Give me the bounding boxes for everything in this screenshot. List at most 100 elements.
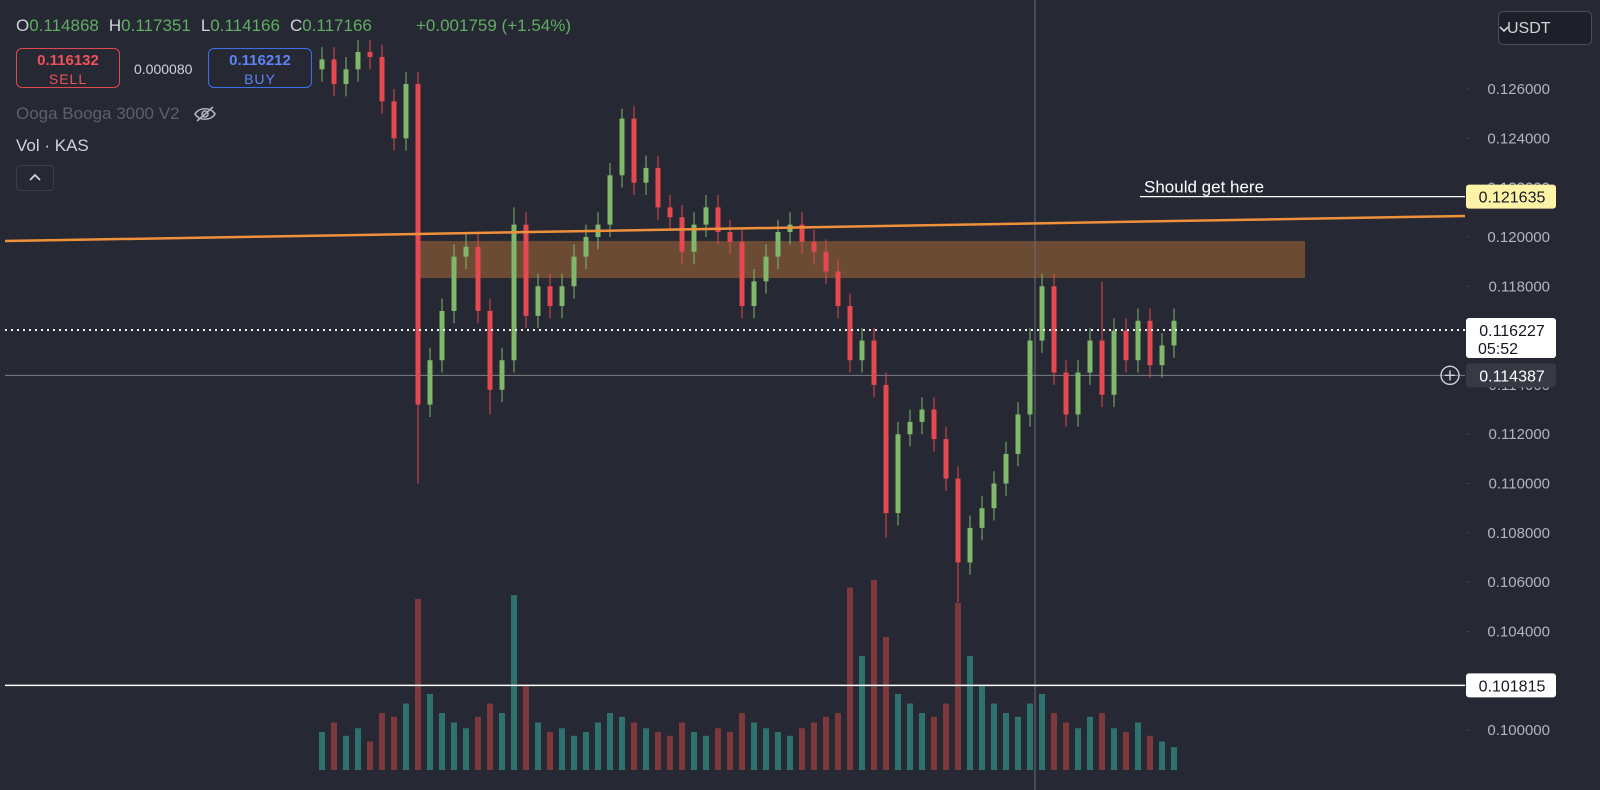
volume-bar <box>391 716 397 770</box>
buy-price: 0.116212 <box>229 52 291 69</box>
candle-body <box>1123 330 1129 361</box>
candle-body <box>799 224 805 242</box>
candle-body <box>475 246 481 311</box>
last-price-label-countdown: 05:52 <box>1478 341 1518 358</box>
target-label-box <box>1466 184 1556 209</box>
candle-body <box>739 241 745 306</box>
candle-body <box>535 286 541 316</box>
volume-bar <box>547 732 553 770</box>
volume-bar <box>679 722 685 770</box>
candle-body <box>607 175 613 225</box>
volume-bar <box>667 735 673 770</box>
candle-body <box>319 59 325 70</box>
volume-bar <box>535 722 541 770</box>
currency-select[interactable]: USDT <box>1498 11 1592 45</box>
candle-body <box>643 167 649 183</box>
sell-button[interactable]: 0.116132 SELL <box>16 48 120 88</box>
y-tick-label: 0.100000 <box>1487 722 1550 739</box>
volume-bar <box>727 732 733 770</box>
buy-button[interactable]: 0.116212 BUY <box>208 48 312 88</box>
candle-body <box>391 101 397 139</box>
candle-body <box>763 256 769 282</box>
candle-body <box>1015 414 1021 454</box>
y-tick-label: 0.108000 <box>1487 525 1550 542</box>
candle-body <box>331 59 337 85</box>
last-price-label-text: 0.116227 <box>1479 323 1545 340</box>
y-tick-label: 0.110000 <box>1489 476 1550 493</box>
volume-bar <box>787 735 793 770</box>
sell-label: SELL <box>48 71 88 87</box>
volume-bar <box>859 656 865 770</box>
volume-bar <box>1051 713 1057 770</box>
volume-bar <box>979 684 985 770</box>
candle-body <box>463 246 469 257</box>
candle-body <box>1039 286 1045 341</box>
volume-bar <box>1015 716 1021 770</box>
volume-bar <box>451 722 457 770</box>
volume-bar <box>559 728 565 770</box>
volume-label: Vol · KAS <box>16 136 89 155</box>
volume-bar <box>607 713 613 770</box>
volume-bar <box>643 728 649 770</box>
add-icon-plus <box>1445 370 1455 381</box>
volume-bar <box>1123 732 1129 770</box>
volume-bar <box>427 694 433 770</box>
volume-bar <box>487 703 493 770</box>
candle-body <box>1171 320 1177 346</box>
volume-bar <box>319 732 325 770</box>
candle-body <box>1159 345 1165 366</box>
candle-body <box>571 256 577 287</box>
volume-bar <box>883 637 889 770</box>
candle-body <box>715 207 721 233</box>
candle-body <box>667 207 673 218</box>
crosshair-label-text: 0.114387 <box>1479 368 1545 385</box>
chevron-up <box>29 173 41 181</box>
candle-body <box>859 340 865 361</box>
ohlc-legend: O 0.114868 H 0.117351 L 0.114166 C 0.117166 <box>16 16 382 36</box>
volume-bar <box>619 716 625 770</box>
candle-body <box>775 232 781 257</box>
zone <box>420 241 1305 279</box>
candle-body <box>943 439 949 479</box>
volume-bar <box>1099 713 1105 770</box>
volume-bar <box>475 716 481 770</box>
candle-body <box>955 478 961 563</box>
volume-bar <box>943 703 949 770</box>
volume-bar <box>523 684 529 770</box>
candle-body <box>919 409 925 422</box>
volume-bar <box>331 722 337 770</box>
volume-bar <box>595 722 601 770</box>
volume-bar <box>463 728 469 770</box>
y-tick-label: 0.118000 <box>1489 278 1550 295</box>
volume-bar <box>511 595 517 770</box>
candle-body <box>991 483 997 509</box>
dropdown-arrow <box>1499 26 1509 33</box>
candle-body <box>1063 372 1069 415</box>
volume-bar <box>355 728 361 770</box>
buy-label: BUY <box>244 71 276 87</box>
add-icon <box>1440 365 1460 386</box>
candle-body <box>1075 372 1081 415</box>
volume-bar <box>655 732 661 770</box>
candle-body <box>415 84 421 405</box>
y-tick-label: 0.104000 <box>1487 623 1550 640</box>
collapse-button[interactable] <box>16 165 54 191</box>
candle-body <box>1111 330 1117 395</box>
candle-body <box>439 310 445 361</box>
volume-bar <box>1027 703 1033 770</box>
volume-bar <box>895 694 901 770</box>
add-button[interactable] <box>1440 365 1460 386</box>
candle-body <box>523 224 529 316</box>
hide-icon[interactable] <box>193 105 216 123</box>
indicator-row: Ooga Booga 3000 V2 <box>16 104 216 124</box>
candle-body <box>559 286 565 306</box>
candle-body <box>1135 320 1141 361</box>
change-text: +0.001759 (+1.54%) <box>416 16 572 35</box>
volume-bar <box>379 713 385 770</box>
candle-body <box>427 360 433 405</box>
volume-bar <box>1003 713 1009 770</box>
volume-bar <box>1075 728 1081 770</box>
volume-bar <box>991 703 997 770</box>
